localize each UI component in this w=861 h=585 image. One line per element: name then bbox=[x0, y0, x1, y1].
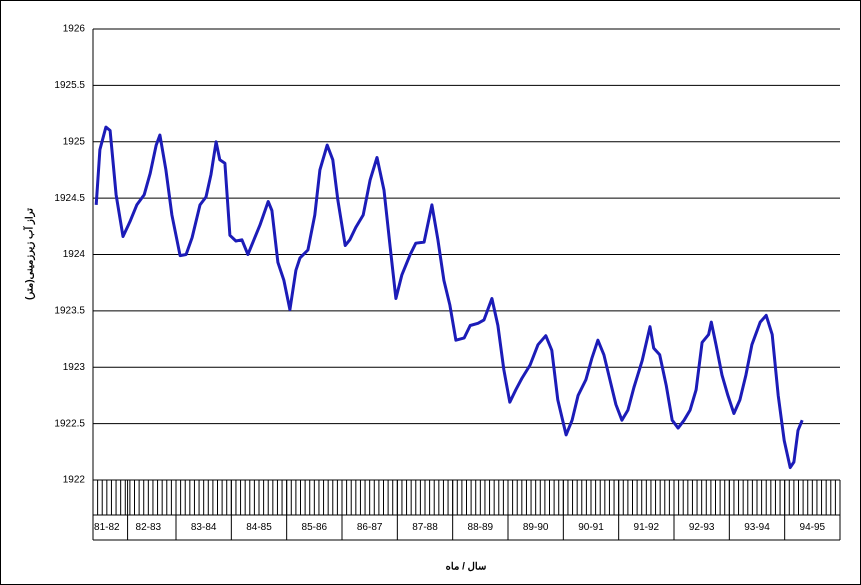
y-tick-label: 1925.5 bbox=[54, 80, 85, 91]
x-tick-label: 91-92 bbox=[634, 522, 660, 533]
x-tick-label: 84-85 bbox=[246, 522, 272, 533]
x-tick-label: 81-82 bbox=[94, 522, 120, 533]
y-tick-label: 1923 bbox=[63, 362, 86, 373]
x-tick-label: 82-83 bbox=[136, 522, 162, 533]
x-axis-label: سال / ماه bbox=[446, 562, 487, 573]
x-tick-label: 92-93 bbox=[689, 522, 715, 533]
x-tick-label: 83-84 bbox=[191, 522, 217, 533]
y-tick-label: 1923.5 bbox=[54, 306, 85, 317]
y-tick-label: 1926 bbox=[63, 24, 86, 35]
y-tick-label: 1922 bbox=[63, 475, 86, 486]
data-line bbox=[94, 125, 804, 470]
x-tick-label: 87-88 bbox=[412, 522, 438, 533]
y-tick-label: 1924.5 bbox=[54, 193, 85, 204]
y-tick-label: 1922.5 bbox=[54, 418, 85, 429]
y-axis-label: تراز آب زیرزمینی(متر) bbox=[23, 208, 36, 300]
x-tick-label: 86-87 bbox=[357, 522, 383, 533]
x-tick-label: 85-86 bbox=[302, 522, 328, 533]
y-tick-label: 1925 bbox=[63, 136, 86, 147]
x-tick-label: 88-89 bbox=[468, 522, 494, 533]
x-tick-label: 93-94 bbox=[744, 522, 770, 533]
x-tick-label: 94-95 bbox=[800, 522, 826, 533]
x-tick-label: 89-90 bbox=[523, 522, 549, 533]
x-tick-label: 90-91 bbox=[578, 522, 604, 533]
y-tick-label: 1924 bbox=[63, 249, 86, 260]
